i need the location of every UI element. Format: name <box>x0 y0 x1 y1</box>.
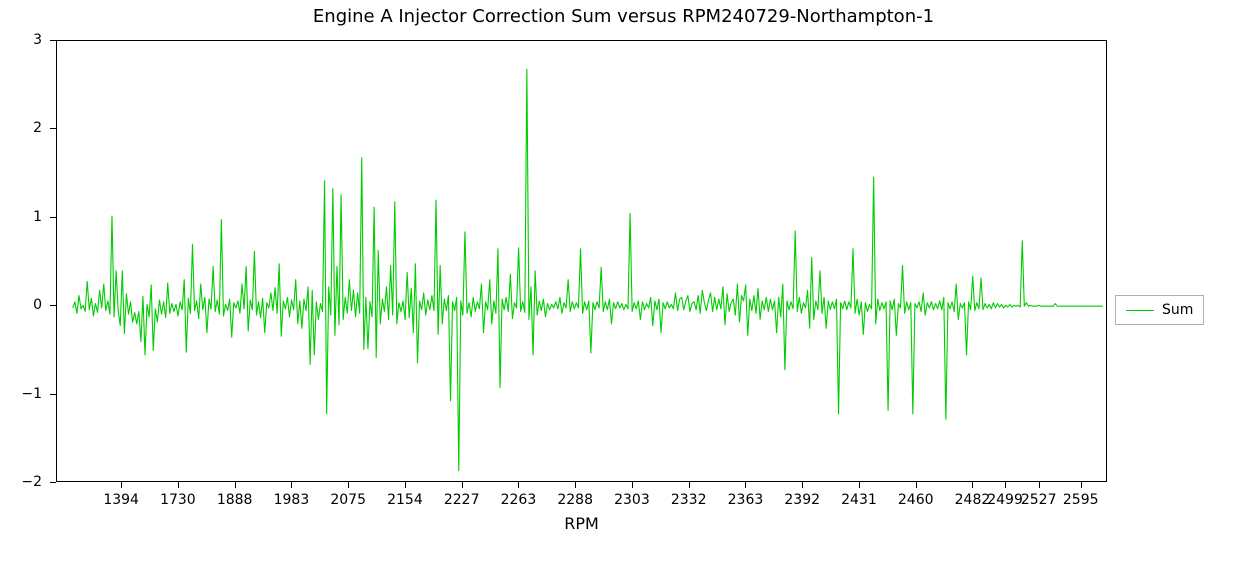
x-axis-label: RPM <box>564 514 599 533</box>
legend-item: Sum <box>1126 302 1193 318</box>
x-tick-mark <box>1081 482 1082 488</box>
y-tick-mark <box>50 217 56 218</box>
x-tick-label: 1394 <box>103 492 139 508</box>
y-tick-label: 3 <box>0 32 42 48</box>
x-tick-mark <box>405 482 406 488</box>
x-tick-mark <box>575 482 576 488</box>
x-tick-mark <box>632 482 633 488</box>
x-tick-label: 2363 <box>728 492 764 508</box>
legend-label: Sum <box>1162 302 1193 318</box>
x-tick-mark <box>178 482 179 488</box>
y-tick-label: −1 <box>0 386 42 402</box>
x-tick-mark <box>518 482 519 488</box>
chart-figure: Engine A Injector Correction Sum versus … <box>0 0 1247 562</box>
y-tick-mark <box>50 305 56 306</box>
chart-title: Engine A Injector Correction Sum versus … <box>0 6 1247 27</box>
x-tick-mark <box>859 482 860 488</box>
y-tick-mark <box>50 482 56 483</box>
y-tick-label: 0 <box>0 297 42 313</box>
x-tick-label: 2332 <box>671 492 707 508</box>
y-tick-mark <box>50 128 56 129</box>
x-tick-label: 2303 <box>614 492 650 508</box>
x-tick-label: 1888 <box>217 492 253 508</box>
x-tick-mark <box>689 482 690 488</box>
x-tick-label: 2263 <box>501 492 537 508</box>
x-tick-label: 2154 <box>387 492 423 508</box>
x-tick-mark <box>916 482 917 488</box>
x-tick-label: 2431 <box>841 492 877 508</box>
x-tick-label: 1983 <box>274 492 310 508</box>
x-tick-mark <box>235 482 236 488</box>
x-tick-mark <box>348 482 349 488</box>
plot-area <box>56 40 1107 482</box>
x-tick-label: 2595 <box>1063 492 1099 508</box>
x-tick-label: 2482 <box>955 492 991 508</box>
x-tick-mark <box>802 482 803 488</box>
x-tick-mark <box>1039 482 1040 488</box>
x-tick-mark <box>291 482 292 488</box>
x-tick-label: 2499 <box>987 492 1023 508</box>
x-tick-mark <box>745 482 746 488</box>
legend: Sum <box>1115 295 1204 325</box>
x-tick-label: 2392 <box>784 492 820 508</box>
y-tick-label: −2 <box>0 474 42 490</box>
x-tick-label: 2227 <box>444 492 480 508</box>
x-tick-mark <box>462 482 463 488</box>
legend-swatch <box>1126 310 1154 311</box>
x-tick-label: 1730 <box>160 492 196 508</box>
x-tick-mark <box>121 482 122 488</box>
x-tick-label: 2527 <box>1021 492 1057 508</box>
x-tick-mark <box>972 482 973 488</box>
x-tick-mark <box>1005 482 1006 488</box>
x-tick-label: 2460 <box>898 492 934 508</box>
y-tick-mark <box>50 40 56 41</box>
series-lines <box>57 41 1108 483</box>
series-sum <box>73 69 1103 470</box>
x-tick-label: 2288 <box>557 492 593 508</box>
y-tick-label: 2 <box>0 120 42 136</box>
x-tick-label: 2075 <box>330 492 366 508</box>
y-tick-label: 1 <box>0 209 42 225</box>
y-tick-mark <box>50 394 56 395</box>
